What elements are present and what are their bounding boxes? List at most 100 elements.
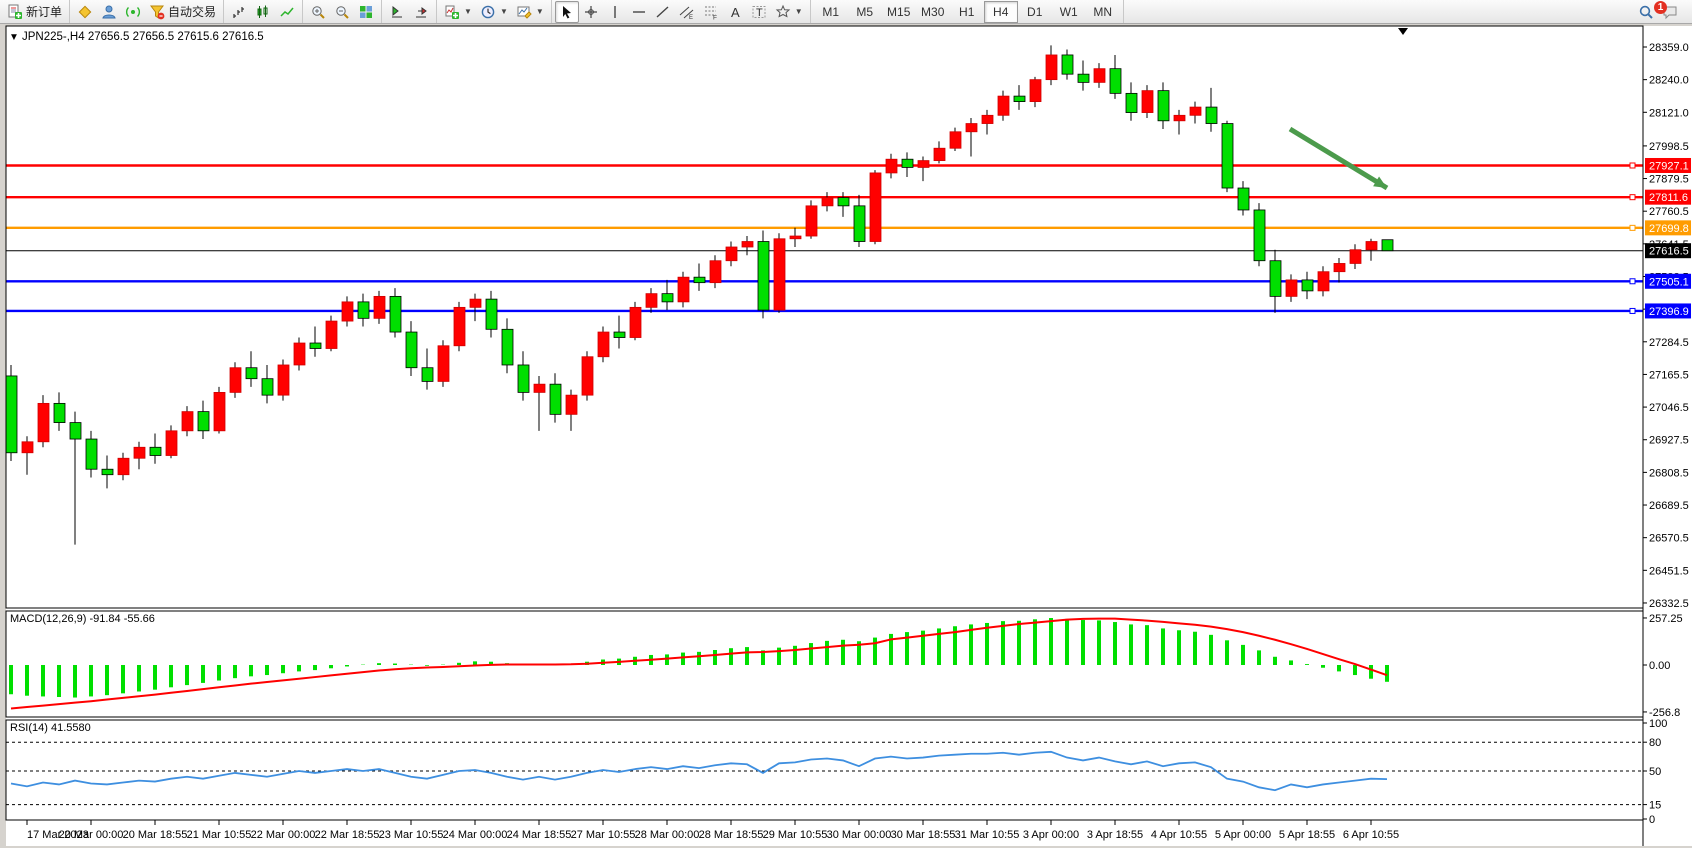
main-toolbar: 新订单 自动交易 ▼ ▼ ▼ E F A T ▼ M1 M5 M15 M30 H1 H4 D1 W1 MN 1 bbox=[0, 0, 1692, 24]
tile-icon bbox=[358, 4, 374, 20]
timeframe-m5[interactable]: M5 bbox=[856, 4, 874, 19]
search-button[interactable] bbox=[1634, 1, 1658, 23]
candle bbox=[789, 235, 802, 240]
linechart-icon bbox=[279, 4, 295, 20]
candle bbox=[1285, 279, 1298, 297]
timeframe-h4[interactable]: H4 bbox=[983, 0, 1018, 23]
hline-button[interactable] bbox=[627, 1, 651, 23]
svg-text:T: T bbox=[756, 7, 763, 19]
channel-button[interactable]: E bbox=[675, 1, 699, 23]
new-order-button[interactable]: 新订单 bbox=[3, 1, 66, 23]
templates-button[interactable]: ▼ bbox=[512, 1, 548, 23]
candle bbox=[1157, 90, 1170, 122]
hline-handle[interactable] bbox=[1629, 307, 1636, 314]
trendline-button[interactable] bbox=[651, 1, 675, 23]
label-button[interactable]: T bbox=[747, 1, 771, 23]
toolbar-group: E F A T ▼ bbox=[552, 0, 811, 23]
time-tick-label: 5 Apr 00:00 bbox=[1215, 829, 1271, 841]
time-tick-label: 24 Mar 00:00 bbox=[443, 829, 508, 841]
vline-icon bbox=[607, 4, 623, 20]
labelT-icon: T bbox=[751, 4, 767, 20]
periods-button[interactable]: ▼ bbox=[476, 1, 512, 23]
hline-handle[interactable] bbox=[1629, 162, 1636, 169]
timeframe-m15[interactable]: M15 bbox=[887, 4, 911, 19]
crosshair-button[interactable] bbox=[579, 1, 603, 23]
candle bbox=[1141, 90, 1154, 113]
chart-shift-button[interactable] bbox=[409, 1, 433, 23]
candle bbox=[213, 392, 226, 432]
candle bbox=[1221, 123, 1234, 189]
indicators-button[interactable]: ▼ bbox=[440, 1, 476, 23]
candle bbox=[437, 345, 450, 382]
market-watch-button[interactable] bbox=[73, 1, 97, 23]
chevron-down-icon[interactable]: ▼ bbox=[464, 7, 472, 16]
chat-button[interactable]: 1 bbox=[1654, 1, 1682, 23]
timeframe-mn[interactable]: MN bbox=[1093, 4, 1113, 19]
textA-icon: A bbox=[727, 4, 743, 20]
candle bbox=[421, 367, 434, 382]
chart-canvas[interactable]: 28359.0 28240.0 28121.0 27998.5 27879.5 27760… bbox=[0, 24, 1692, 848]
tline-icon bbox=[655, 4, 671, 20]
candles-icon bbox=[255, 4, 271, 20]
zoom-out-button[interactable] bbox=[330, 1, 354, 23]
time-tick-label: 28 Mar 18:55 bbox=[699, 829, 764, 841]
bar-chart-button[interactable] bbox=[227, 1, 251, 23]
time-tick-label: 28 Mar 00:00 bbox=[635, 829, 700, 841]
timeframe-d1[interactable]: D1 bbox=[1027, 4, 1043, 19]
chevron-down-icon[interactable]: ▼ bbox=[499, 7, 508, 16]
price-tick-label: 27998.5 bbox=[1649, 141, 1689, 153]
hline-handle[interactable] bbox=[1629, 194, 1636, 201]
candles-layer bbox=[5, 45, 1394, 545]
chevron-down-icon[interactable]: ▼ bbox=[794, 7, 803, 16]
macd-axis-label: -256.8 bbox=[1649, 707, 1680, 719]
timeframe-w1[interactable]: W1 bbox=[1059, 4, 1078, 19]
candle bbox=[725, 246, 738, 262]
candle bbox=[853, 205, 866, 242]
candle bbox=[245, 367, 258, 380]
line-chart-button[interactable] bbox=[275, 1, 299, 23]
timeframe-h1[interactable]: H1 bbox=[959, 4, 975, 19]
candle bbox=[53, 402, 66, 423]
hline-handle[interactable] bbox=[1629, 278, 1636, 285]
cursor-button[interactable] bbox=[554, 0, 579, 23]
terminal-button[interactable] bbox=[121, 1, 145, 23]
down-trend-arrow[interactable] bbox=[1288, 126, 1389, 191]
shift-icon bbox=[413, 4, 429, 20]
candle bbox=[453, 306, 466, 347]
candle bbox=[373, 295, 386, 319]
chevron-down-icon[interactable]: ▼ bbox=[535, 7, 544, 16]
chart-shift-marker[interactable] bbox=[1398, 28, 1408, 35]
candle bbox=[1189, 106, 1202, 116]
zoom-in-button[interactable] bbox=[306, 1, 330, 23]
candle bbox=[869, 172, 882, 242]
hline-handle[interactable] bbox=[1629, 224, 1636, 231]
candle-chart-button[interactable] bbox=[251, 1, 275, 23]
shapes-button[interactable]: ▼ bbox=[771, 1, 807, 23]
fibonacci-button[interactable]: F bbox=[699, 1, 723, 23]
candle bbox=[197, 411, 210, 432]
rsi-line bbox=[10, 750, 1388, 792]
new-order-button-label: 新订单 bbox=[26, 5, 63, 19]
time-tick-label: 20 Mar 00:00 bbox=[59, 829, 124, 841]
autotrade-button[interactable]: 自动交易 bbox=[145, 1, 220, 23]
candle bbox=[69, 422, 82, 440]
time-tick-label: 3 Apr 00:00 bbox=[1023, 829, 1079, 841]
candle bbox=[1237, 187, 1250, 211]
candle bbox=[21, 441, 34, 454]
svg-text:E: E bbox=[689, 15, 693, 20]
vline-button[interactable] bbox=[603, 1, 627, 23]
candle bbox=[613, 331, 626, 338]
toolbar-group: ▼ ▼ ▼ bbox=[437, 0, 552, 23]
navigator-button[interactable] bbox=[97, 1, 121, 23]
candle bbox=[533, 383, 546, 393]
time-tick-label: 30 Mar 00:00 bbox=[827, 829, 892, 841]
auto-scroll-button[interactable] bbox=[385, 1, 409, 23]
timeframe-m30[interactable]: M30 bbox=[921, 4, 945, 19]
candle bbox=[261, 378, 274, 396]
zoomin-icon bbox=[310, 4, 326, 20]
one-click-collapse-icon[interactable]: ▼ bbox=[9, 32, 19, 43]
text-button[interactable]: A bbox=[723, 1, 747, 23]
timeframe-m1[interactable]: M1 bbox=[822, 4, 840, 19]
candle bbox=[693, 276, 706, 284]
tile-windows-button[interactable] bbox=[354, 1, 378, 23]
